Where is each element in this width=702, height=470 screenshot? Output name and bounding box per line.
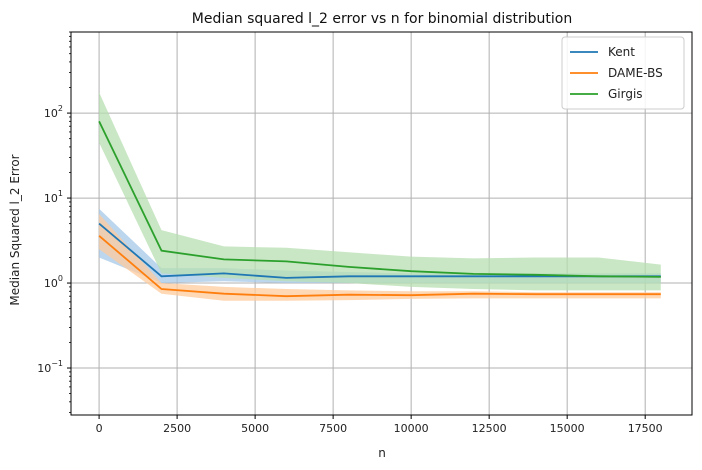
chart-title: Median squared l_2 error vs n for binomi… [192,11,573,27]
x-axis-ticks: 0 2500 5000 7500 10000 12500 15000 17500 [96,415,663,435]
x-tick-label: 17500 [628,422,663,435]
y-tick-label: 10−1 [37,359,63,375]
legend: Kent DAME-BS Girgis [561,36,685,110]
legend-label-kent: Kent [608,45,635,59]
x-tick-label: 2500 [163,422,191,435]
legend-label-dame-bs: DAME-BS [608,66,663,80]
y-tick-label: 101 [44,189,63,205]
x-tick-label: 12500 [472,422,507,435]
y-axis-label: Median Squared l_2 Error [8,154,22,305]
band-girgis [99,92,661,291]
legend-label-girgis: Girgis [608,87,643,101]
line-dame-bs [98,235,661,298]
y-axis-ticks: 10−1 100 101 102 [37,31,71,413]
y-tick-label: 100 [44,274,63,290]
x-tick-label: 15000 [550,422,585,435]
x-tick-label: 10000 [394,422,429,435]
legend-box [561,36,685,110]
line-girgis [98,120,661,278]
series-lines [98,120,661,298]
x-axis-label: n [378,446,386,460]
x-tick-label: 7500 [319,422,347,435]
y-tick-label: 102 [44,104,63,120]
x-tick-label: 5000 [241,422,269,435]
x-tick-label: 0 [96,422,103,435]
